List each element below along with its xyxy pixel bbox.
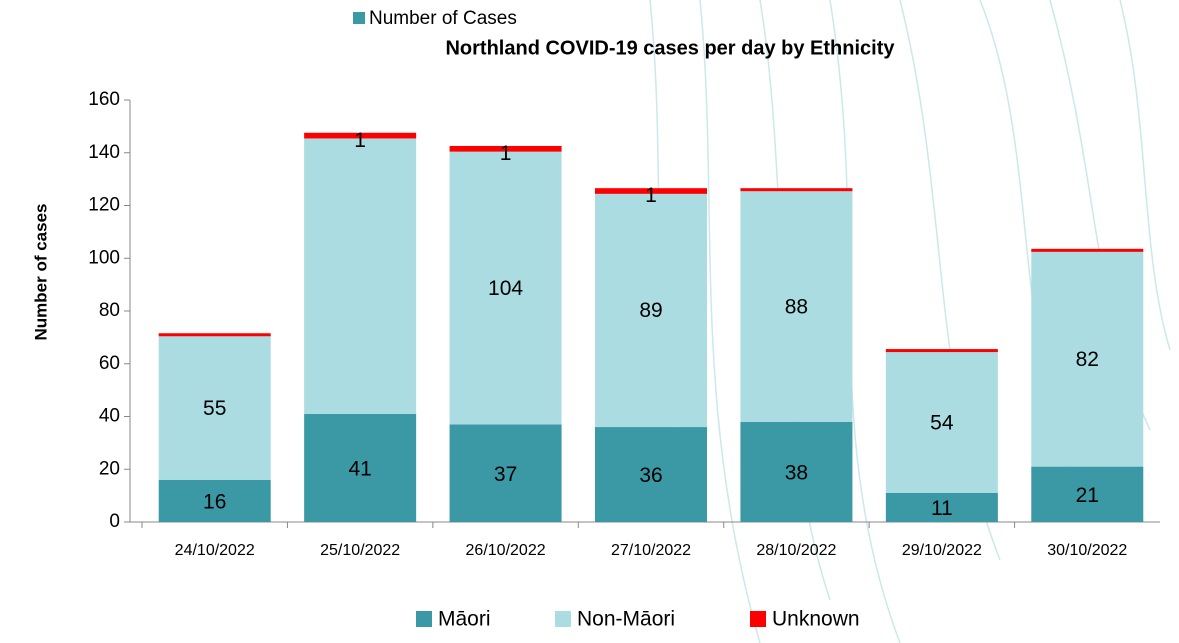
data-label: 82 (1076, 348, 1099, 371)
bar-segment (885, 349, 998, 353)
data-label: 21 (1076, 484, 1099, 507)
bar-segment (304, 132, 417, 139)
legend-title: Number of Cases (369, 8, 517, 29)
y-tick-label: 20 (99, 458, 120, 479)
bar-segment (740, 421, 853, 522)
data-label: 55 (203, 397, 226, 420)
data-label: 37 (494, 463, 517, 486)
y-tick-label: 0 (109, 511, 120, 532)
bar-segment (595, 427, 707, 522)
bar-segment (740, 188, 853, 192)
bar-segment (449, 150, 562, 425)
bar-segment (595, 188, 707, 194)
x-tick-label: 27/10/2022 (611, 542, 691, 559)
y-tick-label: 100 (88, 247, 120, 268)
data-label: 1 (645, 184, 657, 207)
data-label: 54 (930, 411, 954, 434)
data-label: 89 (639, 299, 662, 322)
bar-segment (1031, 248, 1144, 252)
data-label: 16 (203, 490, 226, 513)
y-tick-label: 140 (88, 142, 120, 163)
bar-segment (158, 334, 271, 480)
data-label: 36 (639, 464, 662, 487)
bar-segment (304, 413, 417, 522)
x-tick-label: 26/10/2022 (466, 542, 546, 559)
y-tick-label: 40 (99, 406, 120, 427)
data-label: 1 (354, 129, 366, 152)
y-tick-label: 80 (99, 300, 120, 321)
legend-title-swatch (353, 12, 365, 24)
bar-segment (449, 145, 562, 152)
x-tick-label: 29/10/2022 (902, 542, 982, 559)
bar-segment (1031, 250, 1144, 467)
y-tick-label: 120 (88, 195, 120, 216)
x-tick-label: 24/10/2022 (175, 542, 255, 559)
y-tick-label: 60 (99, 353, 120, 374)
legend-swatch (750, 611, 766, 627)
legend-swatch (416, 611, 432, 627)
bar-segment (304, 136, 417, 414)
bar-segment (1031, 466, 1144, 522)
bar-segment (595, 192, 707, 428)
data-label: 88 (785, 295, 808, 318)
legend-swatch (555, 611, 571, 627)
bar-segment (158, 479, 271, 522)
bar-segment (158, 333, 271, 337)
data-label: 1 (500, 142, 512, 165)
bar-segment (885, 350, 998, 493)
data-label: 11 (931, 497, 953, 520)
x-tick-label: 28/10/2022 (756, 542, 836, 559)
data-label: 38 (785, 461, 808, 484)
y-tick-label: 160 (88, 89, 120, 110)
x-tick-label: 25/10/2022 (320, 542, 400, 559)
bar-segment (885, 492, 998, 522)
legend-label: Unknown (772, 608, 860, 631)
legend-label: Māori (438, 608, 491, 631)
bar-segment (449, 424, 562, 522)
y-axis-label: Number of cases (31, 204, 50, 341)
chart-title: Northland COVID-19 cases per day by Ethn… (445, 37, 895, 59)
x-tick-label: 30/10/2022 (1047, 542, 1127, 559)
legend-label: Non-Māori (577, 608, 675, 631)
data-label: 104 (488, 277, 523, 300)
bar-segment (740, 189, 853, 422)
data-label: 41 (348, 457, 371, 480)
